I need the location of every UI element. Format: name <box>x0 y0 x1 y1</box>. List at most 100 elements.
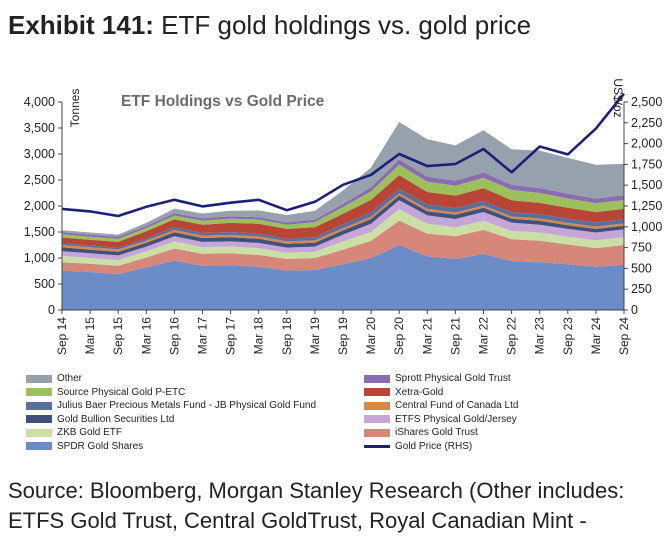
legend-label: ETFS Physical Gold/Jersey <box>395 413 517 425</box>
y-right-tick-label: 1,750 <box>631 157 662 171</box>
legend-swatch <box>364 374 390 383</box>
y-axis-right-title: US$/oz <box>611 78 625 117</box>
exhibit-heading: ETF gold holdings vs. gold price <box>161 10 532 40</box>
legend-item-ishares-gold-trust: iShares Gold Trust <box>364 426 518 440</box>
legend-label: Other <box>57 373 83 385</box>
x-tick-label: Sep 20 <box>392 317 406 355</box>
source-line-2: ETFS Gold Trust, Central GoldTrust, Roya… <box>8 508 587 533</box>
x-tick-label: Mar 23 <box>533 317 547 355</box>
x-tick-label: Sep 18 <box>280 317 294 355</box>
legend-swatch <box>364 415 390 424</box>
y-right-tick-label: 1,500 <box>631 178 662 192</box>
y-right-tick-label: 1,000 <box>631 220 662 234</box>
x-tick-label: Mar 17 <box>196 317 210 355</box>
y-right-tick-label: 500 <box>631 261 652 275</box>
y-left-tick-label: 2,000 <box>24 199 55 213</box>
legend-label: iShares Gold Trust <box>395 427 478 439</box>
y-left-tick-label: 2,500 <box>24 173 55 187</box>
y-right-tick-label: 2,250 <box>631 116 662 130</box>
y-left-tick-label: 4,000 <box>24 95 55 109</box>
area-ishares-gold-trust <box>62 220 624 275</box>
legend-item-zkb-gold-etf: ZKB Gold ETF <box>26 426 316 440</box>
x-tick-label: Sep 16 <box>167 317 181 355</box>
area-etfs-physical-gold-jersey <box>62 200 624 261</box>
legend-swatch <box>364 444 390 448</box>
exhibit-title: Exhibit 141: ETF gold holdings vs. gold … <box>8 10 531 41</box>
legend-swatch <box>26 415 52 424</box>
legend-item-gold-price-rhs: Gold Price (RHS) <box>364 440 518 454</box>
y-axis-left-title: Tonnes <box>68 89 82 128</box>
line-gold-price <box>61 92 626 218</box>
y-left-tick-label: 1,000 <box>24 251 55 265</box>
y-left-tick-label: 3,000 <box>24 147 55 161</box>
source-line-1: Source: Bloomberg, Morgan Stanley Resear… <box>8 478 625 503</box>
x-tick-label: Sep 14 <box>55 317 69 355</box>
area-source-physical-gold-p-etc <box>62 164 624 242</box>
legend-item-xetra-gold: Xetra-Gold <box>364 386 518 400</box>
area-central-fund-of-canada-ltd <box>62 193 624 252</box>
y-left-tick-label: 3,500 <box>24 121 55 135</box>
legend-item-other: Other <box>26 372 316 386</box>
legend-item-etfs-physical-gold-jersey: ETFS Physical Gold/Jersey <box>364 413 518 427</box>
legend-label: Gold Price (RHS) <box>395 440 473 452</box>
area-gold-bullion-securities-ltd <box>62 195 624 256</box>
x-tick-label: Sep 17 <box>224 317 238 355</box>
legend-label: Central Fund of Canada Ltd <box>395 400 519 412</box>
legend-item-sprott-physical-gold-trust: Sprott Physical Gold Trust <box>364 372 518 386</box>
y-right-tick-label: 1,250 <box>631 199 662 213</box>
y-right-tick-label: 750 <box>631 241 652 255</box>
x-tick-label: Sep 22 <box>505 317 519 355</box>
y-right-tick-label: 0 <box>631 303 638 317</box>
legend-label: Sprott Physical Gold Trust <box>395 373 511 385</box>
x-tick-label: Sep 21 <box>448 317 462 355</box>
y-left-tick-label: 0 <box>48 303 55 317</box>
legend-label: Source Physical Gold P-ETC <box>57 386 186 398</box>
legend-item-spdr-gold-shares: SPDR Gold Shares <box>26 440 316 454</box>
legend-label: Gold Bullion Securities Ltd <box>57 413 175 425</box>
y-right-tick-label: 2,500 <box>631 95 662 109</box>
legend-label: Xetra-Gold <box>395 386 444 398</box>
legend-swatch <box>26 428 52 437</box>
x-tick-label: Sep 23 <box>561 317 575 355</box>
area-spdr-gold-shares <box>62 245 624 310</box>
legend-swatch <box>364 428 390 437</box>
exhibit-label: Exhibit 141: <box>8 10 154 40</box>
legend-swatch <box>364 401 390 410</box>
etf-holdings-chart: 0 500 1,000 1,500 2,000 2,500 3,000 3,500 4,000 0… <box>24 78 663 355</box>
legend-swatch <box>26 374 52 383</box>
legend-label: Julius Baer Precious Metals Fund - JB Ph… <box>57 400 316 412</box>
area-xetra-gold <box>62 175 624 248</box>
legend-item-source-physical-gold-p-etc: Source Physical Gold P-ETC <box>26 386 316 400</box>
area-zkb-gold-etf <box>62 209 624 266</box>
legend-item-julius-baer-precious-metals-fund-jb-physical-gold-fund: Julius Baer Precious Metals Fund - JB Ph… <box>26 399 316 413</box>
legend-swatch <box>26 401 52 410</box>
legend-item-gold-bullion-securities-ltd: Gold Bullion Securities Ltd <box>26 413 316 427</box>
x-tick-label: Sep 19 <box>336 317 350 355</box>
x-tick-label: Mar 24 <box>589 317 603 355</box>
x-tick-label: Sep 24 <box>617 317 631 355</box>
area-julius-baer-precious-metals-fund-jb-physical-gold-fund <box>62 188 624 250</box>
x-tick-label: Mar 20 <box>364 317 378 355</box>
x-tick-label: Mar 15 <box>83 317 97 355</box>
x-tick-label: Mar 22 <box>477 317 491 355</box>
y-left-tick-label: 1,500 <box>24 225 55 239</box>
legend-swatch <box>364 388 390 397</box>
x-tick-label: Mar 18 <box>252 317 266 355</box>
y-left-tick-label: 500 <box>34 277 55 291</box>
chart-title: ETF Holdings vs Gold Price <box>121 93 325 110</box>
x-tick-label: Mar 19 <box>308 317 322 355</box>
y-right-tick-label: 250 <box>631 282 652 296</box>
area-sprott-physical-gold-trust <box>62 159 624 239</box>
x-tick-label: Mar 16 <box>139 317 153 355</box>
legend-column-left: Other Source Physical Gold P-ETC Julius Ba… <box>26 372 316 453</box>
legend-item-central-fund-of-canada-ltd: Central Fund of Canada Ltd <box>364 399 518 413</box>
x-tick-label: Mar 21 <box>420 317 434 355</box>
legend-label: SPDR Gold Shares <box>57 440 144 452</box>
legend-column-right: Sprott Physical Gold Trust Xetra-Gold Cent… <box>364 372 518 453</box>
legend-swatch <box>26 388 52 397</box>
source-note: Source: Bloomberg, Morgan Stanley Resear… <box>8 476 624 536</box>
legend-swatch <box>26 442 52 451</box>
x-tick-label: Sep 15 <box>111 317 125 355</box>
y-right-tick-label: 2,000 <box>631 137 662 151</box>
legend-label: ZKB Gold ETF <box>57 427 123 439</box>
